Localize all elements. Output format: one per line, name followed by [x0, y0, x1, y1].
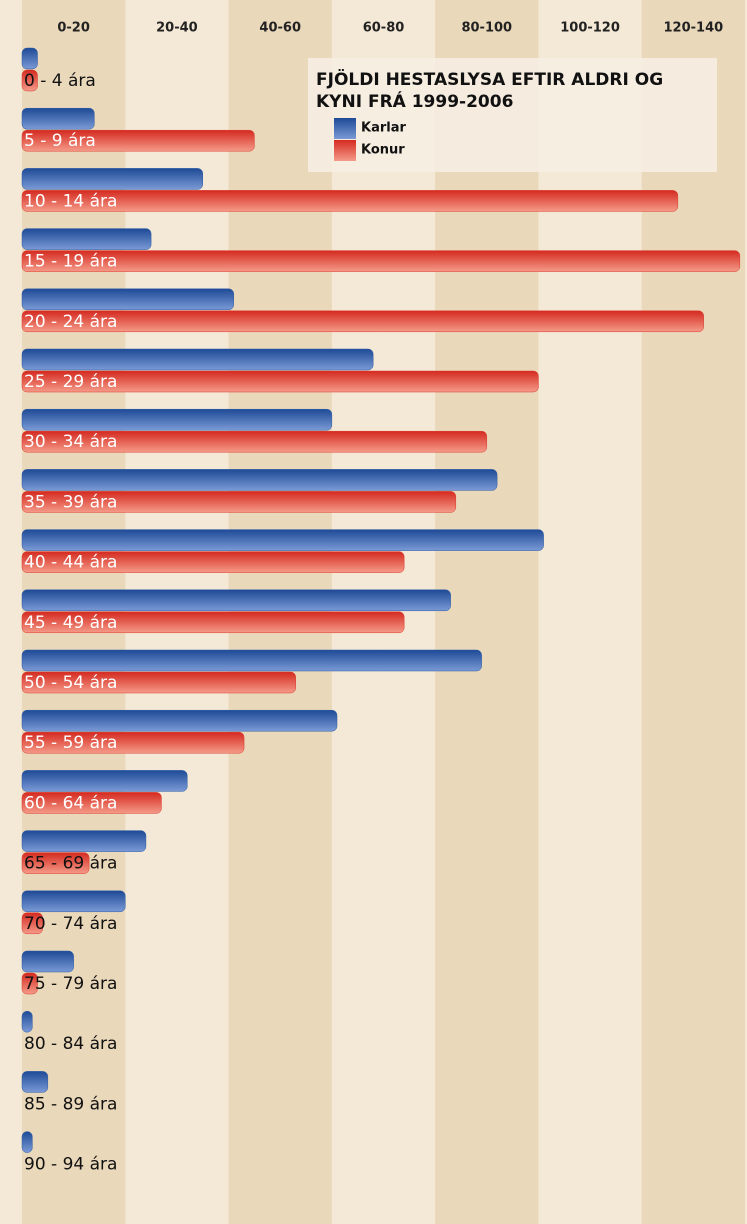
category-label: 70 - 74 ára [24, 914, 117, 934]
bar [22, 1132, 32, 1153]
category-label: 20 - 24 ára [24, 312, 117, 332]
category-label: 85 - 89 ára [24, 1094, 117, 1114]
bar [22, 770, 187, 791]
category-label: 90 - 94 ára [24, 1155, 117, 1175]
bar [22, 251, 740, 272]
category-label: 45 - 49 ára [24, 613, 117, 633]
category-label: 80 - 84 ára [24, 1034, 117, 1054]
category-label: 40 - 44 ára [24, 553, 117, 573]
bar [22, 650, 482, 671]
x-tick-label: 20-40 [156, 21, 198, 36]
category-label: 10 - 14 ára [24, 191, 117, 211]
x-tick-label: 60-80 [363, 21, 405, 36]
category-label: 55 - 59 ára [24, 733, 117, 753]
category-label: 50 - 54 ára [24, 673, 117, 693]
x-tick-label: 80-100 [461, 21, 512, 36]
bar [22, 409, 332, 430]
x-tick-label: 40-60 [259, 21, 301, 36]
bar [22, 530, 544, 551]
x-tick-label: 120-140 [664, 21, 724, 36]
bar [22, 831, 146, 852]
bar [22, 190, 678, 211]
grid-band [435, 0, 538, 1224]
grid-band [642, 0, 745, 1224]
chart-title: KYNI FRÁ 1999-2006 [316, 90, 513, 112]
bar [22, 108, 94, 129]
bar [22, 349, 373, 370]
category-label: 0 - 4 ára [24, 71, 96, 91]
category-label: 5 - 9 ára [24, 131, 96, 151]
legend-label: Konur [361, 143, 405, 158]
bar [22, 1011, 32, 1032]
category-label: 65 - 69 ára [24, 854, 117, 874]
chart: FJÖLDI HESTASLYSA EFTIR ALDRI OG KYNI FR… [0, 0, 747, 1224]
bar [22, 469, 497, 490]
bar [22, 48, 37, 69]
bar [22, 168, 203, 189]
legend-swatch [334, 118, 356, 139]
category-label: 75 - 79 ára [24, 974, 117, 994]
bar [22, 590, 451, 611]
category-label: 60 - 64 ára [24, 793, 117, 813]
category-label: 15 - 19 ára [24, 252, 117, 272]
legend-swatch [334, 140, 356, 161]
bar [22, 1071, 48, 1092]
bar [22, 710, 337, 731]
bar [22, 311, 704, 332]
legend-label: Karlar [361, 121, 406, 136]
x-tick-label: 100-120 [560, 21, 620, 36]
bar [22, 891, 125, 912]
chart-title: FJÖLDI HESTASLYSA EFTIR ALDRI OG [316, 68, 663, 90]
category-label: 25 - 29 ára [24, 372, 117, 392]
bar [22, 951, 74, 972]
bar [22, 229, 151, 250]
category-label: 30 - 34 ára [24, 432, 117, 452]
x-tick-label: 0-20 [57, 21, 90, 36]
bar [22, 289, 234, 310]
category-label: 35 - 39 ára [24, 492, 117, 512]
